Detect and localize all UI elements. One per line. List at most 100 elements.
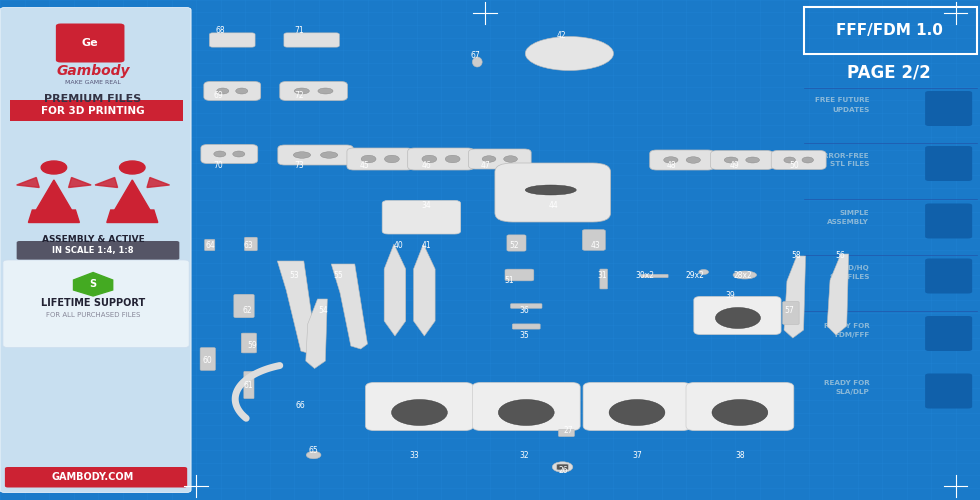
FancyBboxPatch shape <box>280 82 347 100</box>
Ellipse shape <box>293 152 311 158</box>
Polygon shape <box>69 178 91 188</box>
Text: 32: 32 <box>519 451 529 460</box>
Text: 52: 52 <box>510 241 519 250</box>
FancyBboxPatch shape <box>925 204 972 238</box>
Ellipse shape <box>214 151 225 157</box>
Ellipse shape <box>472 57 482 67</box>
Polygon shape <box>827 254 849 335</box>
Ellipse shape <box>306 451 321 459</box>
Text: 44: 44 <box>549 201 559 210</box>
FancyBboxPatch shape <box>241 333 257 353</box>
FancyBboxPatch shape <box>366 382 473 430</box>
Ellipse shape <box>384 155 399 163</box>
FancyBboxPatch shape <box>771 150 826 170</box>
FancyBboxPatch shape <box>783 302 799 324</box>
Polygon shape <box>384 244 406 336</box>
Text: 54: 54 <box>318 306 328 315</box>
Text: FFF/FDM 1.0: FFF/FDM 1.0 <box>836 22 943 38</box>
Ellipse shape <box>663 157 678 163</box>
Text: ASSEMBLY & ACTIVE: ASSEMBLY & ACTIVE <box>42 236 144 244</box>
Text: 57: 57 <box>784 306 794 315</box>
Polygon shape <box>147 178 170 188</box>
Text: 36: 36 <box>519 306 529 315</box>
Ellipse shape <box>482 156 496 162</box>
Ellipse shape <box>610 400 664 425</box>
Ellipse shape <box>686 157 701 163</box>
FancyBboxPatch shape <box>583 382 691 430</box>
FancyBboxPatch shape <box>559 430 574 436</box>
Text: HD/HQ
STL FILES: HD/HQ STL FILES <box>830 265 869 280</box>
FancyBboxPatch shape <box>600 269 608 289</box>
Text: S: S <box>89 279 97 289</box>
Ellipse shape <box>525 185 576 195</box>
Text: 51: 51 <box>505 276 514 285</box>
Polygon shape <box>74 272 113 296</box>
FancyBboxPatch shape <box>925 374 972 408</box>
Polygon shape <box>28 210 79 222</box>
Text: 68: 68 <box>216 26 225 35</box>
Text: 38: 38 <box>735 451 745 460</box>
FancyBboxPatch shape <box>204 82 261 100</box>
Text: 33: 33 <box>410 451 419 460</box>
FancyBboxPatch shape <box>284 33 339 47</box>
Text: 41: 41 <box>421 241 431 250</box>
FancyBboxPatch shape <box>234 294 254 318</box>
Polygon shape <box>36 180 72 210</box>
Text: 53: 53 <box>289 271 299 280</box>
Ellipse shape <box>236 88 248 94</box>
FancyBboxPatch shape <box>694 296 781 335</box>
Text: READY FOR
SLA/DLP: READY FOR SLA/DLP <box>823 380 869 395</box>
Text: 72: 72 <box>294 91 304 100</box>
FancyBboxPatch shape <box>201 144 258 164</box>
Text: 65: 65 <box>309 446 318 455</box>
Text: 42: 42 <box>557 31 566 40</box>
Ellipse shape <box>294 88 310 94</box>
Text: 58: 58 <box>792 251 802 260</box>
Polygon shape <box>414 244 435 336</box>
Ellipse shape <box>392 400 447 425</box>
Text: PREMIUM FILES: PREMIUM FILES <box>44 94 142 104</box>
Text: SIMPLE
ASSEMBLY: SIMPLE ASSEMBLY <box>827 210 869 225</box>
Text: 49: 49 <box>730 161 740 170</box>
Text: READY FOR
FDM/FFF: READY FOR FDM/FFF <box>823 322 869 338</box>
FancyBboxPatch shape <box>557 464 568 470</box>
Text: 63: 63 <box>243 241 253 250</box>
Ellipse shape <box>746 157 760 163</box>
Text: 40: 40 <box>394 241 404 250</box>
FancyBboxPatch shape <box>56 24 124 62</box>
Text: 59: 59 <box>247 341 257 350</box>
Ellipse shape <box>525 36 613 70</box>
Polygon shape <box>17 178 39 188</box>
FancyBboxPatch shape <box>200 348 216 370</box>
Ellipse shape <box>362 155 376 163</box>
FancyBboxPatch shape <box>641 274 668 278</box>
Text: GAMBODY.COM: GAMBODY.COM <box>52 472 134 482</box>
Ellipse shape <box>422 155 437 163</box>
Text: FOR 3D PRINTING: FOR 3D PRINTING <box>41 106 145 116</box>
Text: PAGE 2/2: PAGE 2/2 <box>848 64 931 82</box>
Ellipse shape <box>715 308 760 328</box>
FancyBboxPatch shape <box>495 163 611 222</box>
Text: Gambody: Gambody <box>57 64 129 78</box>
Circle shape <box>41 161 67 174</box>
Polygon shape <box>784 256 806 338</box>
Ellipse shape <box>217 88 228 94</box>
Text: 35: 35 <box>519 331 529 340</box>
FancyBboxPatch shape <box>511 304 542 308</box>
Text: 29x2: 29x2 <box>686 271 705 280</box>
Ellipse shape <box>699 270 709 274</box>
Text: 64: 64 <box>206 241 216 250</box>
FancyBboxPatch shape <box>3 260 189 348</box>
Text: 39: 39 <box>725 291 735 300</box>
Text: 37: 37 <box>632 451 642 460</box>
FancyBboxPatch shape <box>408 148 474 170</box>
Text: Ge: Ge <box>82 38 98 48</box>
FancyBboxPatch shape <box>710 150 773 170</box>
Polygon shape <box>115 180 150 210</box>
FancyBboxPatch shape <box>210 33 255 47</box>
Text: 61: 61 <box>243 381 253 390</box>
Ellipse shape <box>318 88 333 94</box>
FancyBboxPatch shape <box>382 200 461 234</box>
Text: MAKE GAME REAL: MAKE GAME REAL <box>65 80 122 84</box>
FancyBboxPatch shape <box>925 146 972 181</box>
